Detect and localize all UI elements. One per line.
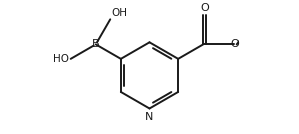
Text: O: O [200, 3, 209, 13]
Text: N: N [145, 111, 154, 122]
Text: B: B [92, 39, 100, 49]
Text: HO: HO [53, 54, 69, 64]
Text: O: O [230, 39, 239, 49]
Text: OH: OH [112, 8, 128, 18]
